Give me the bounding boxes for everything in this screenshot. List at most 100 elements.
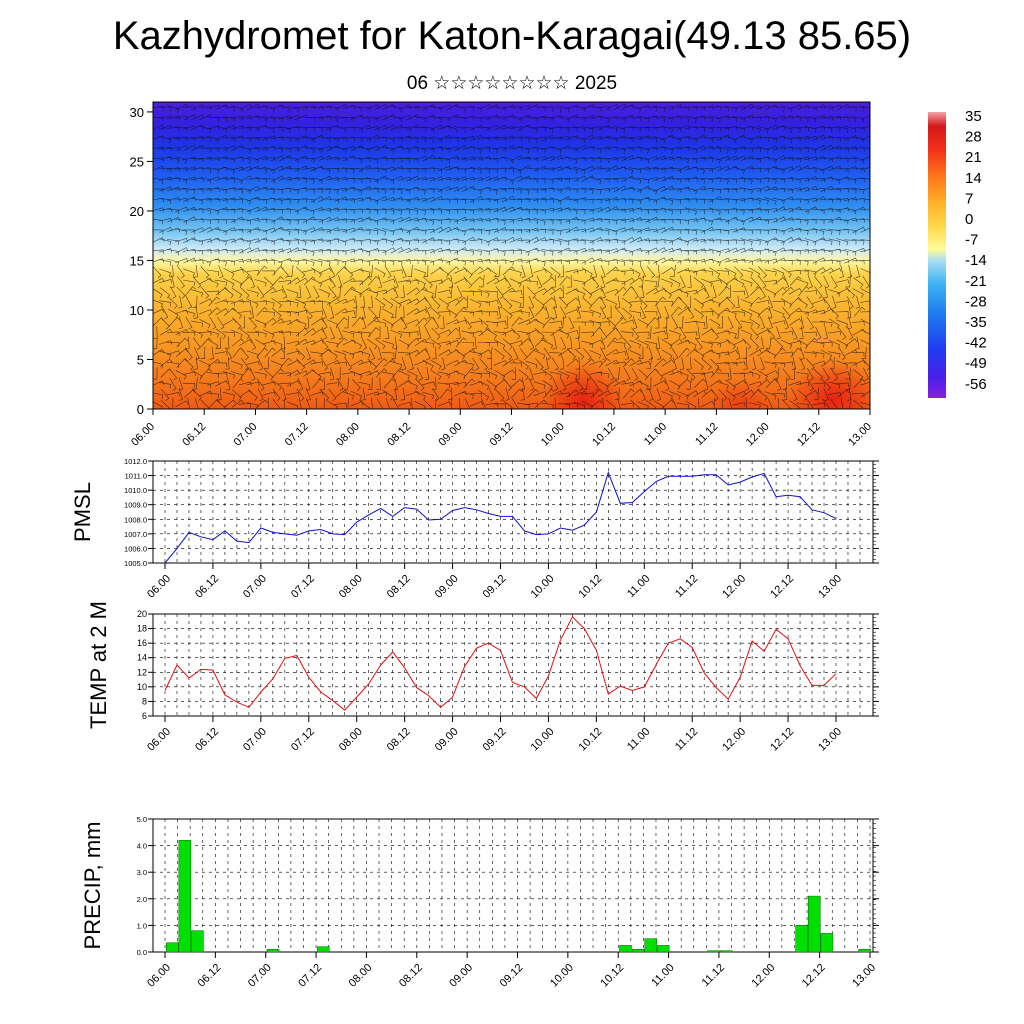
wind-barb [653,380,667,387]
wind-barb [174,115,188,121]
wind-barb [741,103,754,111]
wind-barb [845,275,851,288]
wind-barb [565,156,578,164]
wind-barb [700,340,713,348]
wind-barb [381,188,395,194]
wind-barb [756,259,770,265]
wind-barb [645,287,659,295]
wind-barb [302,105,316,110]
wind-barb [566,348,576,361]
wind-barb [542,369,553,380]
wind-barb [668,135,681,144]
wind-barb [254,258,268,263]
wind-barb [502,266,515,276]
wind-barb [573,208,586,215]
wind-barb [249,337,257,350]
wind-barb [517,156,531,161]
wind-barb [167,186,181,192]
wind-barb [613,116,626,122]
wind-barb [447,327,460,337]
wind-barb [390,237,404,243]
wind-barb [501,206,515,212]
wind-barb [541,105,554,113]
wind-barb [724,208,738,213]
wind-barb [199,309,213,315]
wind-barb [326,238,340,243]
wind-barb [661,359,675,367]
wind-barb [734,326,740,339]
wind-barb [358,165,372,172]
wind-barb [565,198,578,204]
wind-barb [366,208,379,215]
wind-barb [431,285,437,298]
wind-barb [821,358,834,367]
wind-barb [796,218,809,225]
wind-barb [302,157,315,163]
wind-barb [414,278,426,288]
wind-barb [496,305,502,319]
wind-barb [598,358,611,368]
wind-barb [519,347,528,361]
wind-barb [375,368,388,378]
wind-barb [805,389,818,398]
wind-barb [589,320,602,328]
wind-barb [485,198,498,204]
wind-barb [525,360,538,369]
wind-barb [589,350,602,359]
wind-barb [708,147,721,152]
wind-barb [581,340,594,348]
wind-barb [334,208,347,213]
wind-barb [230,135,244,140]
wind-barb [485,341,498,347]
wind-barb [859,208,870,210]
wind-barb [684,218,698,223]
wind-barb [421,341,435,348]
wind-barb [741,389,754,398]
wind-barb [637,115,650,123]
wind-barb [310,207,324,212]
wind-barb [646,326,652,339]
wind-barb [575,378,584,391]
wind-barb [422,359,434,370]
precip-bar [631,949,645,953]
wind-barb [183,216,197,223]
wind-barb [342,238,356,243]
wind-barb [254,279,267,287]
wind-barb [342,198,355,203]
wind-barb [461,342,474,347]
wind-barb [766,327,775,340]
wind-barb [192,389,202,401]
wind-barb [493,116,507,121]
wind-barb [350,330,363,338]
wind-barb [708,136,722,142]
wind-barb [454,349,466,360]
wind-barb [589,227,603,233]
wind-barb [430,258,444,263]
wind-barb [629,310,642,317]
wind-barb [614,307,624,320]
wind-barb [200,346,206,360]
wind-barb [764,115,777,123]
wind-barb [176,358,189,368]
wind-barb [342,248,356,254]
wind-barb [565,167,578,174]
wind-barb [836,311,849,316]
wind-barb [533,381,546,389]
wind-barb [318,208,332,213]
wind-barb [326,125,340,130]
wind-barb [423,276,433,289]
wind-barb [334,146,347,153]
wind-barb [334,176,348,181]
wind-barb [581,126,594,133]
wind-barb [175,258,189,264]
wind-barb [295,348,306,360]
wind-barb [456,326,461,339]
wind-barb [684,106,698,111]
wind-barb [257,388,264,402]
wind-barb [740,269,753,277]
wind-barb [628,188,642,194]
wind-barb [525,104,539,110]
wind-barb [533,228,547,234]
wind-barb [246,115,260,120]
wind-barb [191,144,205,152]
